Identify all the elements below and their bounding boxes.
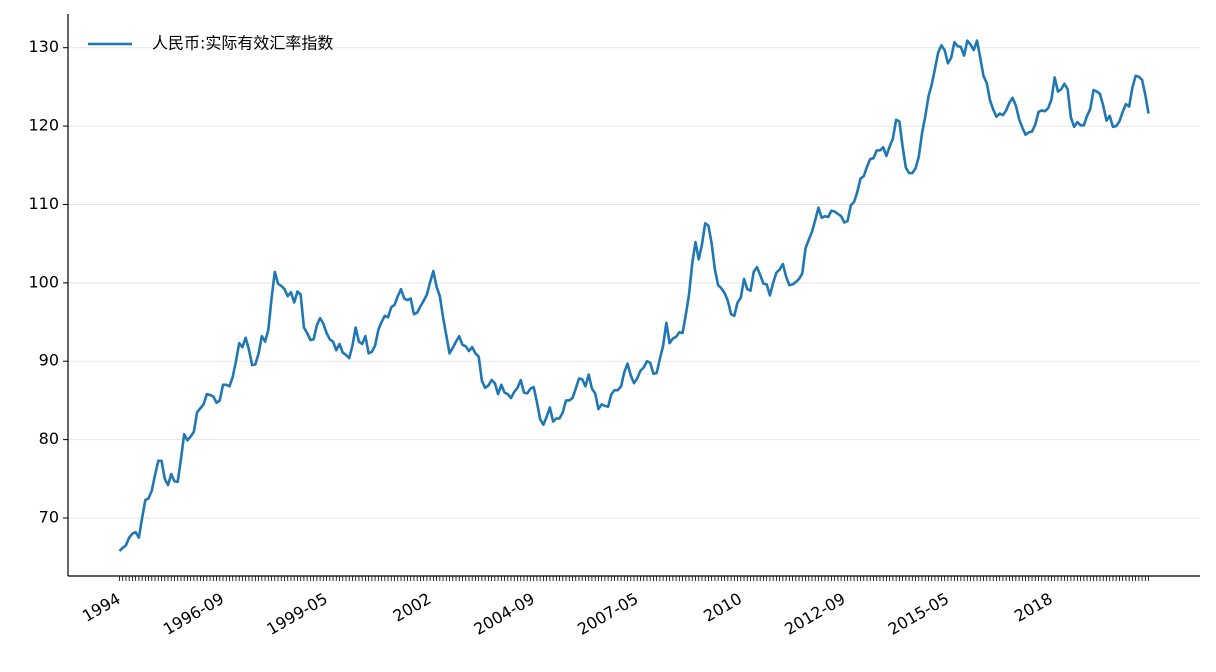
series-line [118, 39, 1150, 552]
x-tick-label: 1994 [79, 589, 124, 626]
x-tick-label: 2004-09 [471, 589, 538, 639]
x-tick-label: 2007-05 [574, 589, 641, 639]
x-tick-label: 2002 [390, 589, 435, 626]
x-tick-label: 2018 [1011, 589, 1056, 626]
y-tick-label: 110 [28, 194, 59, 213]
x-tick-label: 2010 [700, 589, 745, 626]
x-tick-label: 1999-05 [263, 589, 330, 639]
legend-label: 人民币:实际有效汇率指数 [152, 34, 333, 53]
y-tick-label: 120 [28, 116, 59, 135]
x-tick-label: 1996-09 [160, 589, 227, 639]
y-tick-label: 80 [39, 429, 59, 448]
x-tick-label: 2012-09 [781, 589, 848, 639]
y-tick-label: 130 [28, 37, 59, 56]
y-tick-label: 90 [39, 351, 59, 370]
y-tick-label: 70 [39, 507, 59, 526]
y-tick-label: 100 [28, 272, 59, 291]
x-tick-label: 2015-05 [885, 589, 952, 639]
